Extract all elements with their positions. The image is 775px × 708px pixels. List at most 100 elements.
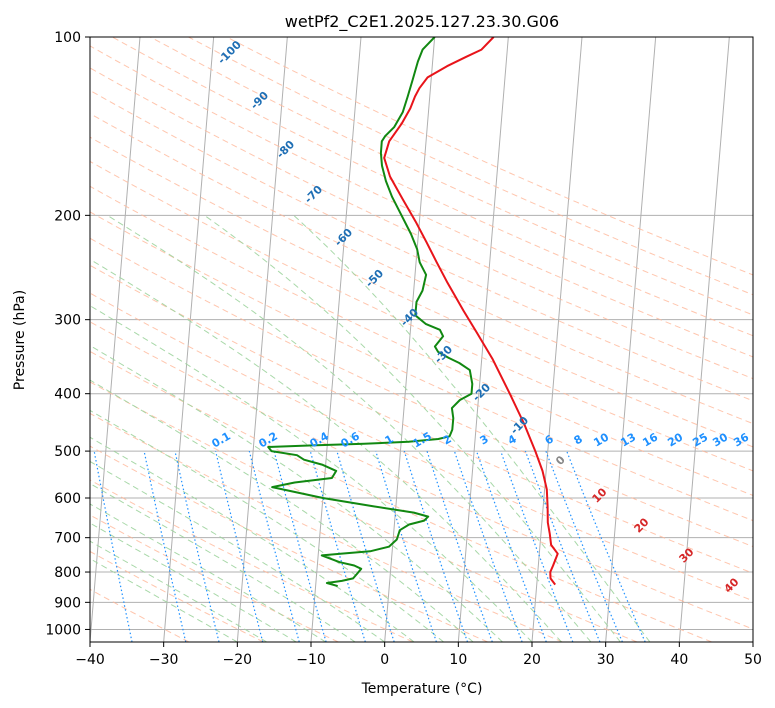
- mixing-ratio-line: [524, 450, 601, 642]
- mixing-ratio-label: 0.4: [308, 429, 332, 450]
- x-tick-label: −10: [296, 652, 326, 668]
- dry-adiabat-line: [90, 321, 753, 630]
- mixing-ratio-label: 16: [640, 430, 660, 449]
- dry-adiabat-line: [90, 264, 753, 574]
- mixing-ratio-line: [215, 450, 264, 642]
- isotherm-line: [310, 37, 362, 642]
- dry-adiabat-label: 10: [590, 485, 610, 505]
- moist-adiabat-line: [90, 503, 326, 642]
- dry-adiabat-label: 30: [677, 545, 697, 565]
- x-tick-label: 30: [597, 652, 615, 668]
- dry-adiabat-line: [90, 292, 753, 602]
- mixing-ratio-line: [174, 450, 220, 642]
- moist-adiabat-line: [90, 436, 415, 642]
- isotherm-line: [384, 37, 436, 642]
- moist-adiabat-line: [90, 558, 238, 642]
- mixing-ratio-line: [248, 450, 300, 642]
- dry-adiabat-label: -100: [215, 38, 244, 67]
- mixing-ratio-label: 2: [441, 432, 454, 447]
- dry-adiabat-label: 40: [722, 575, 742, 595]
- x-tick-label: 10: [449, 652, 467, 668]
- y-tick-label: 900: [54, 595, 81, 611]
- dry-adiabat-label: -60: [332, 226, 355, 249]
- y-tick-label: 500: [54, 444, 81, 460]
- y-tick-label: 800: [54, 565, 81, 581]
- x-tick-label: 40: [670, 652, 688, 668]
- x-tick-label: 50: [744, 652, 762, 668]
- x-axis-label: Temperature (°C): [361, 681, 483, 697]
- mixing-ratio-label: 10: [591, 430, 611, 449]
- y-tick-label: 400: [54, 387, 81, 403]
- moist-adiabat-line: [90, 460, 385, 642]
- x-tick-label: 20: [523, 652, 541, 668]
- mixing-ratio-line: [545, 450, 623, 642]
- mixing-ratio-label: 8: [572, 432, 585, 447]
- mixing-ratio-line: [426, 450, 493, 642]
- isotherm-line: [163, 37, 215, 642]
- profile-series-layer: [267, 37, 559, 588]
- mixing-ratio-label: 3: [478, 432, 491, 447]
- moist-adiabat-line: [90, 258, 562, 642]
- dry-adiabat-line: [111, 37, 753, 337]
- isotherm-line: [678, 37, 730, 642]
- mixing-ratio-line: [566, 450, 646, 642]
- moist-adiabat-line: [204, 214, 621, 642]
- y-axis-label: Pressure (hPa): [12, 290, 28, 390]
- mixing-ratio-label: 6: [543, 432, 556, 447]
- moist-adiabat-line: [90, 482, 356, 642]
- moist-adiabat-line: [90, 522, 297, 642]
- mixing-ratio-line: [403, 450, 469, 642]
- mixing-ratio-label: 20: [665, 430, 685, 449]
- isotherm-line: [531, 37, 583, 642]
- mixing-ratio-line: [309, 450, 366, 642]
- axis-ticks-layer: −40 −30 −20 −10 0 10 20 30 40 5010020030040050060…: [45, 30, 762, 668]
- guide-lines-layer: [90, 37, 753, 642]
- isotherm-line: [457, 37, 509, 642]
- dry-adiabat-label: -20: [470, 381, 493, 404]
- dry-adiabat-line: [90, 514, 339, 642]
- dry-adiabat-line: [188, 37, 753, 296]
- grid-layer: [90, 37, 753, 642]
- x-tick-label: −20: [223, 652, 253, 668]
- x-tick-label: 0: [380, 652, 389, 668]
- x-tick-label: −40: [75, 652, 105, 668]
- mixing-ratio-line: [375, 450, 437, 642]
- mixing-ratio-line: [93, 450, 133, 642]
- dry-adiabat-line: [90, 445, 488, 642]
- moist-adiabat-line: [90, 344, 503, 642]
- dry-adiabat-line: [90, 350, 712, 642]
- dry-adiabat-line: [90, 550, 264, 642]
- mixing-ratio-line: [475, 450, 547, 642]
- y-tick-label: 100: [54, 30, 81, 46]
- mixing-ratio-line: [143, 450, 187, 642]
- dry-adiabat-line: [90, 185, 753, 496]
- mixing-ratio-label: 36: [731, 430, 751, 449]
- mixing-ratio-label: 0.6: [339, 429, 363, 450]
- y-tick-label: 700: [54, 531, 81, 547]
- dry-adiabat-label: 20: [632, 515, 652, 535]
- mixing-ratio-line: [453, 450, 523, 642]
- y-tick-label: 1000: [45, 622, 81, 638]
- x-tick-label: −30: [149, 652, 179, 668]
- dry-adiabat-label: 0: [553, 453, 568, 468]
- isotherm-line: [236, 37, 288, 642]
- isotherm-line: [752, 635, 753, 642]
- temperature-profile-line: [383, 37, 559, 586]
- plot-frame: [89, 36, 754, 643]
- mixing-ratio-line: [336, 450, 395, 642]
- dry-adiabat-line: [90, 412, 563, 642]
- dry-adiabat-line: [90, 160, 753, 472]
- mixing-ratio-line: [273, 450, 327, 642]
- mixing-ratio-label: 30: [710, 430, 730, 449]
- mixing-ratio-label: 0.1: [210, 429, 233, 450]
- mixing-ratio-label: 1: [383, 432, 396, 447]
- dry-adiabat-line: [90, 588, 190, 642]
- moist-adiabat-line: [107, 214, 592, 642]
- dry-adiabat-line: [90, 237, 753, 548]
- y-tick-label: 300: [54, 313, 81, 329]
- dry-adiabat-line: [90, 211, 753, 522]
- dry-adiabat-line: [90, 45, 753, 358]
- dry-adiabat-line: [90, 112, 753, 425]
